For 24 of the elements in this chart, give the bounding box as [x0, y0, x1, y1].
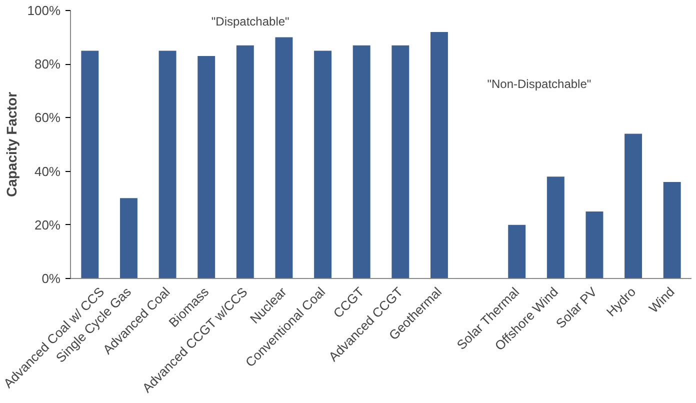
y-tick-label: 100%	[27, 3, 61, 18]
bar	[81, 50, 99, 278]
bar	[663, 182, 681, 278]
bar	[392, 45, 410, 278]
bar	[352, 45, 370, 278]
bar	[120, 198, 138, 278]
bar	[158, 50, 176, 278]
y-axis-title: Capacity Factor	[3, 91, 20, 198]
y-tick-label: 0%	[42, 271, 61, 286]
bar	[586, 212, 604, 278]
annotation: "Dispatchable"	[211, 14, 290, 28]
bar	[236, 45, 254, 278]
y-tick-label: 20%	[34, 217, 61, 232]
annotation: "Non-Dispatchable"	[487, 77, 592, 91]
bar	[546, 176, 564, 278]
bar	[430, 32, 448, 278]
y-tick-label: 80%	[34, 56, 61, 72]
bar	[314, 50, 332, 278]
bar	[275, 37, 293, 278]
bar	[624, 134, 642, 278]
bar	[508, 224, 526, 278]
y-tick-label: 40%	[34, 164, 61, 179]
y-tick-label: 60%	[34, 110, 61, 126]
bar	[198, 56, 216, 278]
